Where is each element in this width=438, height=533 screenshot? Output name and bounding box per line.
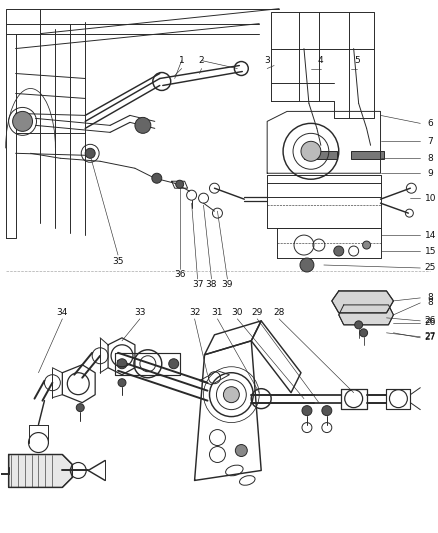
Text: 8: 8 (427, 298, 433, 308)
Circle shape (302, 406, 312, 416)
Circle shape (223, 386, 239, 402)
Text: 25: 25 (424, 263, 436, 272)
Text: 32: 32 (189, 309, 200, 317)
Circle shape (300, 258, 314, 272)
Text: 5: 5 (354, 56, 360, 65)
Text: 6: 6 (427, 119, 433, 128)
Circle shape (152, 173, 162, 183)
Text: 15: 15 (424, 247, 436, 255)
Text: 27: 27 (424, 333, 436, 342)
Text: 8: 8 (427, 154, 433, 163)
Text: 29: 29 (251, 309, 263, 317)
Polygon shape (9, 455, 72, 487)
Circle shape (301, 141, 321, 161)
Circle shape (235, 445, 247, 456)
Text: 34: 34 (57, 309, 68, 317)
Polygon shape (332, 291, 393, 313)
Text: 37: 37 (192, 280, 203, 289)
Circle shape (117, 359, 127, 369)
Text: 28: 28 (273, 309, 285, 317)
Circle shape (85, 148, 95, 158)
Text: 7: 7 (427, 137, 433, 146)
Text: 4: 4 (318, 56, 324, 65)
Text: 26: 26 (424, 318, 436, 327)
Text: 38: 38 (206, 280, 217, 289)
Text: 14: 14 (424, 231, 436, 239)
Text: 30: 30 (232, 309, 243, 317)
Text: 26: 26 (424, 317, 436, 325)
Text: 10: 10 (424, 193, 436, 203)
Text: 3: 3 (264, 56, 270, 65)
Text: 36: 36 (174, 270, 185, 279)
Text: 27: 27 (424, 332, 436, 341)
Circle shape (334, 246, 344, 256)
Text: 2: 2 (199, 56, 205, 65)
Circle shape (135, 117, 151, 133)
Circle shape (118, 379, 126, 386)
Circle shape (360, 329, 367, 337)
Circle shape (355, 321, 363, 329)
Text: 35: 35 (112, 256, 124, 265)
Circle shape (13, 111, 32, 131)
Polygon shape (304, 151, 337, 159)
Text: 9: 9 (427, 169, 433, 177)
Circle shape (169, 359, 179, 369)
Text: 8: 8 (427, 294, 433, 302)
Polygon shape (339, 305, 393, 325)
Circle shape (176, 180, 184, 188)
Circle shape (76, 403, 84, 411)
Circle shape (322, 406, 332, 416)
Text: 39: 39 (222, 280, 233, 289)
Text: 1: 1 (179, 56, 184, 65)
Text: 31: 31 (212, 309, 223, 317)
Polygon shape (351, 151, 384, 159)
Circle shape (363, 241, 371, 249)
Text: 33: 33 (134, 309, 146, 317)
